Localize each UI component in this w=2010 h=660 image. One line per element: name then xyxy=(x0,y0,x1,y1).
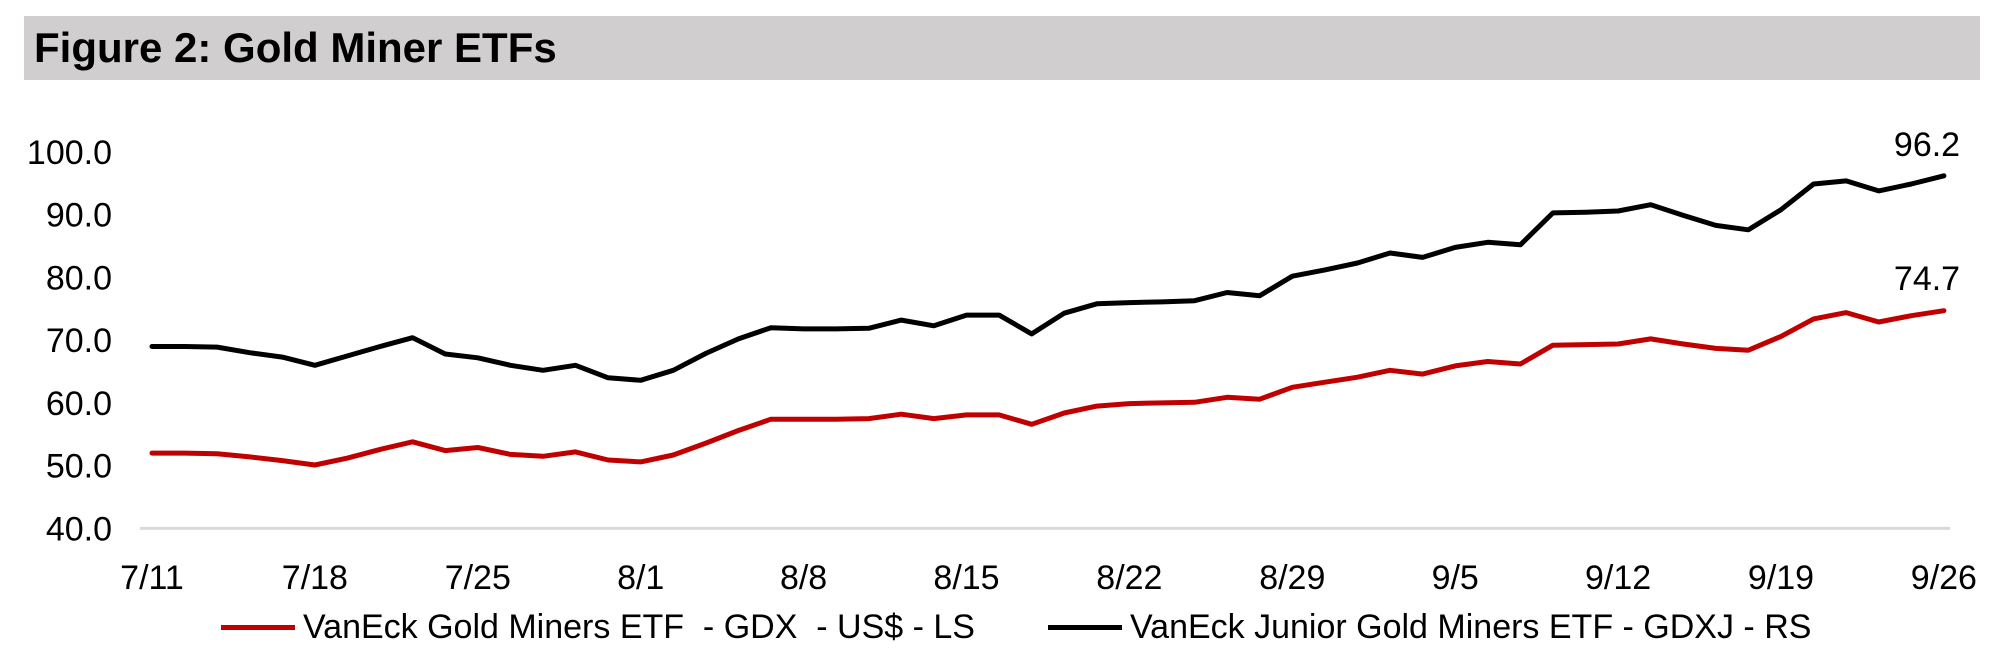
legend-item-gdx: VanEck Gold Miners ETF - GDX - US$ - LS xyxy=(221,608,975,647)
y-axis-tick-label: 60.0 xyxy=(46,385,112,423)
x-axis-tick-label: 7/25 xyxy=(445,559,511,597)
legend-swatch-gdx xyxy=(221,625,295,630)
legend-swatch-gdxj xyxy=(1048,625,1122,630)
x-axis-tick-label: 7/11 xyxy=(120,559,184,597)
end-value-label-gdxj: 96.2 xyxy=(1893,126,1961,164)
end-value-label-gdx: 74.7 xyxy=(1893,260,1961,298)
y-axis-tick-label: 50.0 xyxy=(46,448,112,486)
figure-title: Figure 2: Gold Miner ETFs xyxy=(34,24,557,71)
x-axis-tick-label: 7/18 xyxy=(282,559,348,597)
x-axis-tick-label: 9/5 xyxy=(1432,559,1479,597)
x-axis-tick-label: 8/29 xyxy=(1259,559,1325,597)
legend-label-gdx: VanEck Gold Miners ETF - GDX - US$ - LS xyxy=(303,608,975,646)
figure-title-bar: Figure 2: Gold Miner ETFs xyxy=(24,16,1980,80)
y-axis-tick-label: 100.0 xyxy=(27,134,112,172)
y-axis-tick-label: 40.0 xyxy=(46,510,112,548)
legend-label-gdxj: VanEck Junior Gold Miners ETF - GDXJ - R… xyxy=(1130,608,1812,646)
x-axis-tick-label: 8/1 xyxy=(617,559,664,597)
legend-item-gdxj: VanEck Junior Gold Miners ETF - GDXJ - R… xyxy=(1048,608,1811,647)
series-line-gdx xyxy=(149,308,1947,468)
y-axis-tick-label: 70.0 xyxy=(46,322,112,360)
x-axis-tick-label: 8/8 xyxy=(780,559,827,597)
x-axis-tick-label: 9/12 xyxy=(1585,559,1651,597)
x-axis-tick-label: 8/15 xyxy=(933,559,999,597)
x-axis-tick-label: 9/19 xyxy=(1748,559,1814,597)
y-axis-tick-label: 90.0 xyxy=(46,197,112,235)
x-axis-tick-label: 9/26 xyxy=(1911,559,1977,597)
x-axis-tick-label: 8/22 xyxy=(1096,559,1162,597)
series-line-gdxj xyxy=(149,173,1947,383)
y-axis-tick-label: 80.0 xyxy=(46,260,112,298)
